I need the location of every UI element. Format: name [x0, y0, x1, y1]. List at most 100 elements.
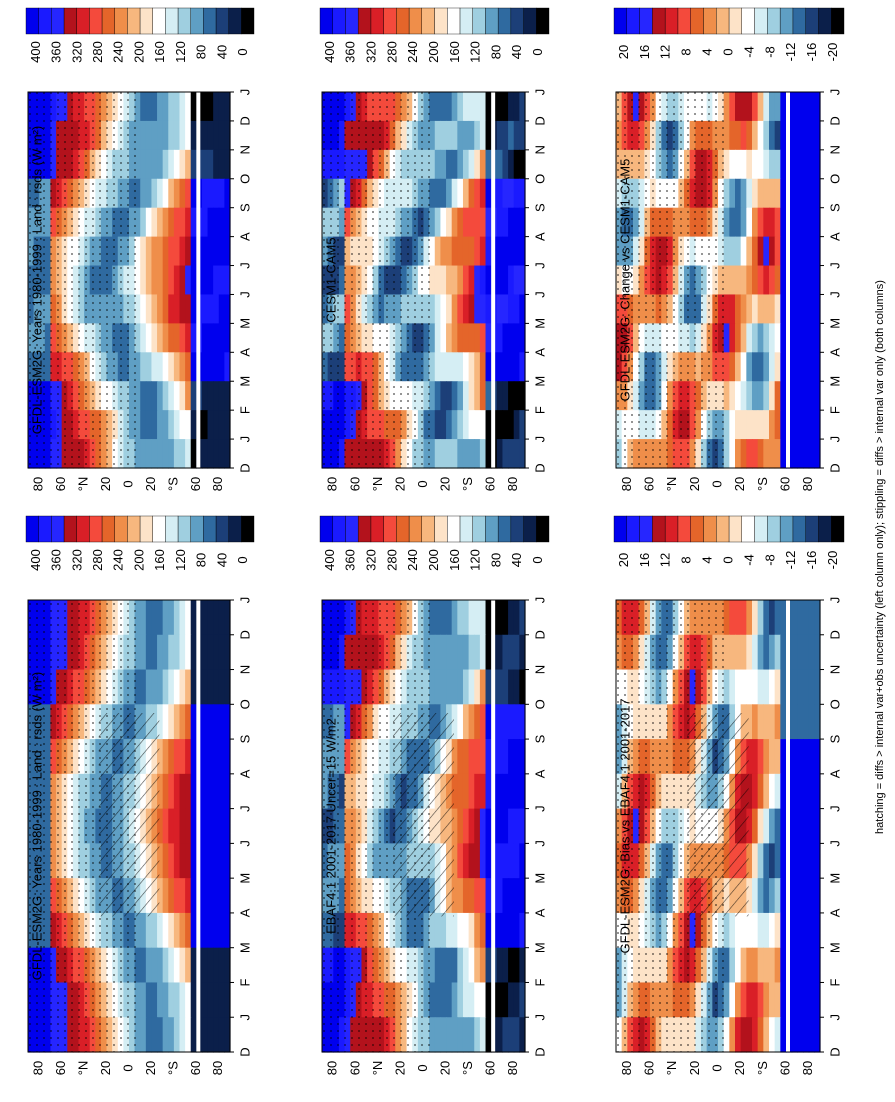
heatmap-cell	[774, 410, 781, 440]
heatmap-cell	[735, 1017, 742, 1053]
heatmap-cell	[218, 92, 225, 122]
heatmap-cell	[791, 207, 798, 238]
heatmap-cell	[457, 236, 464, 267]
colorbar-swatch	[767, 7, 781, 35]
heatmap-cell	[502, 739, 509, 775]
heatmap-cell	[218, 294, 225, 324]
heatmap-cell	[185, 843, 192, 879]
heatmap-cell	[803, 704, 810, 740]
heatmap-cell	[513, 207, 520, 238]
heatmap-cell	[140, 381, 147, 411]
heatmap-cell	[201, 294, 209, 324]
heatmap-cell	[752, 439, 759, 469]
heatmap-cell	[757, 294, 764, 324]
month-tick-label: A	[237, 769, 252, 778]
month-tick-label: D	[237, 116, 252, 125]
heatmap-cell	[746, 381, 753, 411]
heatmap-cell	[157, 739, 164, 775]
heatmap-cell	[190, 323, 197, 353]
heatmap-cell	[185, 178, 192, 209]
heatmap-cell	[508, 149, 515, 180]
heatmap-cell	[808, 947, 815, 984]
heatmap-cell	[757, 878, 764, 914]
heatmap-cell	[451, 294, 458, 324]
heatmap-cell	[207, 410, 214, 440]
heatmap-cell	[213, 265, 220, 296]
heatmap-cell	[446, 236, 453, 267]
heatmap-cell	[190, 352, 197, 382]
heatmap-cell	[179, 352, 186, 382]
heatmap-cell	[740, 294, 747, 324]
heatmap-cell	[797, 739, 804, 775]
heatmap-cell	[752, 236, 759, 267]
colorbar-swatch	[728, 7, 742, 35]
heatmap-cell	[735, 120, 742, 151]
month-tick-label: J	[827, 1014, 842, 1021]
heatmap-cell	[151, 381, 158, 411]
heatmap-cell	[763, 669, 770, 705]
heatmap-cell	[190, 236, 197, 267]
latitude-tick-label: °S	[755, 1061, 770, 1075]
heatmap-cell	[207, 878, 214, 914]
heatmap-cell	[190, 265, 197, 296]
colorbar-swatch	[127, 7, 141, 35]
heatmap-cell	[162, 982, 169, 1018]
heatmap-cell	[451, 178, 458, 209]
colorbar-swatch	[613, 7, 627, 35]
latitude-tick-label: 80	[31, 1061, 46, 1075]
heatmap-cell	[173, 439, 181, 469]
heatmap-cell	[168, 912, 175, 949]
heatmap-cell	[145, 669, 153, 705]
latitude-tick-label: °N	[370, 477, 385, 492]
heatmap-cell	[440, 92, 447, 122]
heatmap-cell	[201, 381, 209, 411]
month-tick-label: J	[532, 1014, 547, 1021]
heatmap-cell	[451, 947, 458, 984]
month-tick-label: A	[237, 908, 252, 917]
heatmap-cell	[224, 808, 231, 844]
heatmap-cell	[162, 1017, 169, 1053]
heatmap-cell	[157, 947, 164, 984]
heatmap-cell	[513, 265, 520, 296]
heatmap-cell	[218, 120, 225, 151]
heatmap-cell	[803, 739, 810, 775]
heatmap-cell	[213, 352, 220, 382]
heatmap-cell	[190, 982, 197, 1018]
heatmap-cell	[519, 947, 526, 984]
heatmap-cell	[513, 410, 520, 440]
heatmap-cell	[740, 236, 747, 267]
heatmap-cell	[797, 808, 804, 844]
heatmap-cell	[468, 439, 475, 469]
heatmap-cell	[190, 808, 197, 844]
heatmap-cell	[763, 600, 770, 636]
heatmap-cell	[162, 669, 169, 705]
heatmap-cell	[740, 323, 747, 353]
colorbar-swatch	[76, 515, 90, 543]
heatmap-cell	[190, 178, 197, 209]
colorbar-tick-label: 400	[28, 549, 43, 571]
month-tick-label: D	[827, 1047, 842, 1056]
heatmap-cell	[746, 669, 753, 705]
heatmap-cell	[485, 704, 492, 740]
heatmap-cell	[479, 92, 487, 122]
heatmap-cell	[218, 808, 225, 844]
heatmap-cell	[763, 410, 770, 440]
heatmap-cell	[207, 120, 214, 151]
heatmap-cell	[446, 1017, 453, 1053]
colorbar-tick-label: -4	[741, 46, 756, 58]
heatmap-cell	[440, 178, 447, 209]
month-tick-label: A	[237, 232, 252, 241]
heatmap-cell	[774, 704, 781, 740]
heatmap-cell	[791, 352, 798, 382]
heatmap-cell	[451, 439, 458, 469]
colorbar-tick-label: 4	[700, 48, 715, 55]
heatmap-cell	[797, 92, 804, 122]
heatmap-cell	[457, 878, 464, 914]
heatmap-cell	[440, 669, 447, 705]
heatmap-cell	[151, 669, 158, 705]
heatmap-cell	[457, 294, 464, 324]
heatmap-cell	[446, 600, 453, 636]
heatmap-cell	[457, 149, 464, 180]
month-tick-label: J	[237, 262, 252, 269]
